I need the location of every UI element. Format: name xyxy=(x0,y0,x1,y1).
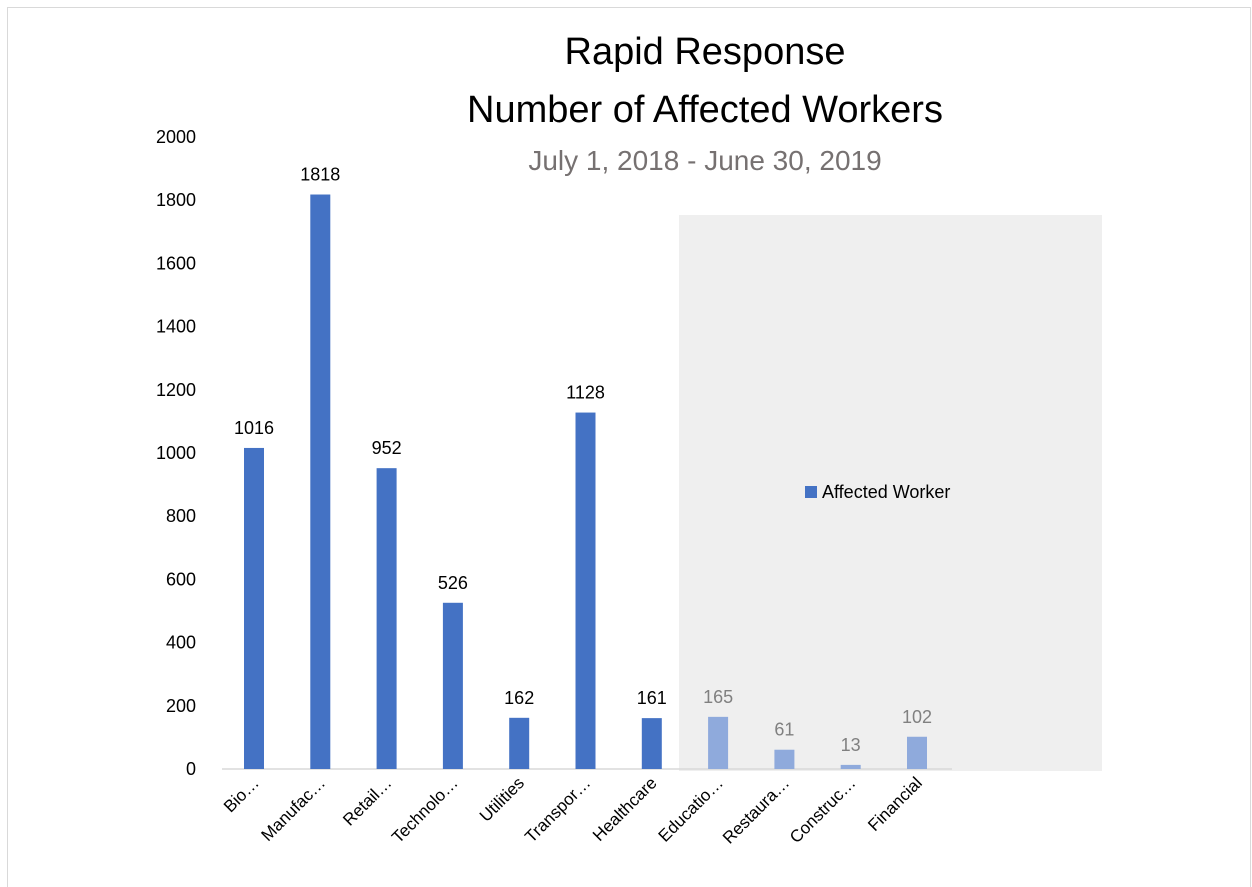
data-label: 1818 xyxy=(300,165,340,185)
x-tick-label: Restaura… xyxy=(719,773,793,847)
bar xyxy=(575,412,596,769)
legend-label: Affected Worker xyxy=(822,482,950,502)
y-tick-label: 400 xyxy=(166,633,196,653)
y-tick-label: 1000 xyxy=(156,443,196,463)
data-label: 102 xyxy=(902,707,932,727)
bar xyxy=(641,718,662,769)
bar xyxy=(840,764,861,769)
y-tick-label: 600 xyxy=(166,569,196,589)
chart-title: Rapid Response xyxy=(565,31,846,73)
bars xyxy=(244,194,927,770)
data-label: 162 xyxy=(504,688,534,708)
x-tick-label: Manufac… xyxy=(258,773,330,845)
bar xyxy=(774,749,795,769)
bar xyxy=(907,736,927,769)
data-label: 13 xyxy=(841,735,861,755)
x-tick-label: Technolo… xyxy=(388,773,462,847)
x-axis-ticks: Bio…Manufac… Retail…Technolo… UtilitiesTra… xyxy=(220,773,926,847)
data-label: 526 xyxy=(438,573,468,593)
y-tick-label: 1400 xyxy=(156,317,196,337)
bar xyxy=(509,717,530,769)
chart-title-line2: Number of Affected Workers xyxy=(467,89,943,131)
data-label: 1016 xyxy=(234,418,274,438)
y-tick-label: 1600 xyxy=(156,253,196,273)
legend-overlay-panel xyxy=(679,215,1102,771)
y-axis-ticks: 0 200 400 600 800 1000 1200 1400 1600 1800 2000 xyxy=(156,127,196,779)
x-tick-label: Financial xyxy=(864,773,926,835)
y-tick-label: 2000 xyxy=(156,127,196,147)
bar xyxy=(708,716,729,769)
legend: Affected Worker xyxy=(805,482,950,502)
x-tick-label: Construc… xyxy=(786,773,860,847)
x-tick-label: Bio… xyxy=(220,773,263,816)
data-labels: 1016 1818 952 526 162 1128 161 165 61 13 102 xyxy=(234,165,932,755)
data-label: 952 xyxy=(372,438,402,458)
chart-subtitle: July 1, 2018 - June 30, 2019 xyxy=(528,145,881,176)
y-tick-label: 1800 xyxy=(156,190,196,210)
y-tick-label: 200 xyxy=(166,696,196,716)
bar xyxy=(376,468,397,769)
data-label: 61 xyxy=(774,720,794,740)
chart-frame xyxy=(7,7,1251,887)
data-label: 165 xyxy=(703,687,733,707)
x-tick-label: Healthcare xyxy=(589,773,661,845)
x-tick-label: Transpor… xyxy=(521,773,594,846)
x-tick-label: Educatio… xyxy=(655,773,727,845)
data-label: 161 xyxy=(637,688,667,708)
bar xyxy=(442,602,463,769)
data-label: 1128 xyxy=(566,383,605,403)
bar xyxy=(244,447,264,769)
y-tick-label: 1200 xyxy=(156,380,196,400)
legend-swatch xyxy=(805,486,817,498)
bar xyxy=(310,194,331,770)
y-tick-label: 800 xyxy=(166,506,196,526)
x-tick-label: Utilities xyxy=(476,773,528,825)
x-tick-label: Retail… xyxy=(339,773,395,829)
y-tick-label: 0 xyxy=(186,759,196,779)
